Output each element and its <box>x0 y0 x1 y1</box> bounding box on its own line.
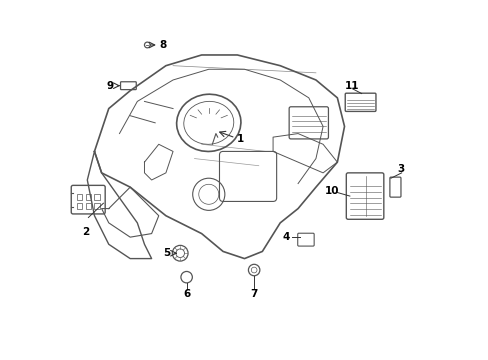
Text: 10: 10 <box>324 186 339 196</box>
Text: 1: 1 <box>236 134 244 144</box>
Text: 2: 2 <box>82 227 89 237</box>
Bar <box>77 203 82 208</box>
Bar <box>94 194 100 200</box>
Text: 8: 8 <box>159 40 166 50</box>
Text: 4: 4 <box>283 232 290 242</box>
Bar <box>94 203 100 208</box>
Text: 5: 5 <box>163 248 170 258</box>
Text: 7: 7 <box>250 289 257 298</box>
Bar <box>77 194 82 200</box>
Bar <box>85 203 91 208</box>
Text: 11: 11 <box>344 81 358 91</box>
Text: 6: 6 <box>183 289 190 298</box>
Text: 9: 9 <box>106 81 113 91</box>
Text: 3: 3 <box>396 164 404 174</box>
Bar <box>85 194 91 200</box>
